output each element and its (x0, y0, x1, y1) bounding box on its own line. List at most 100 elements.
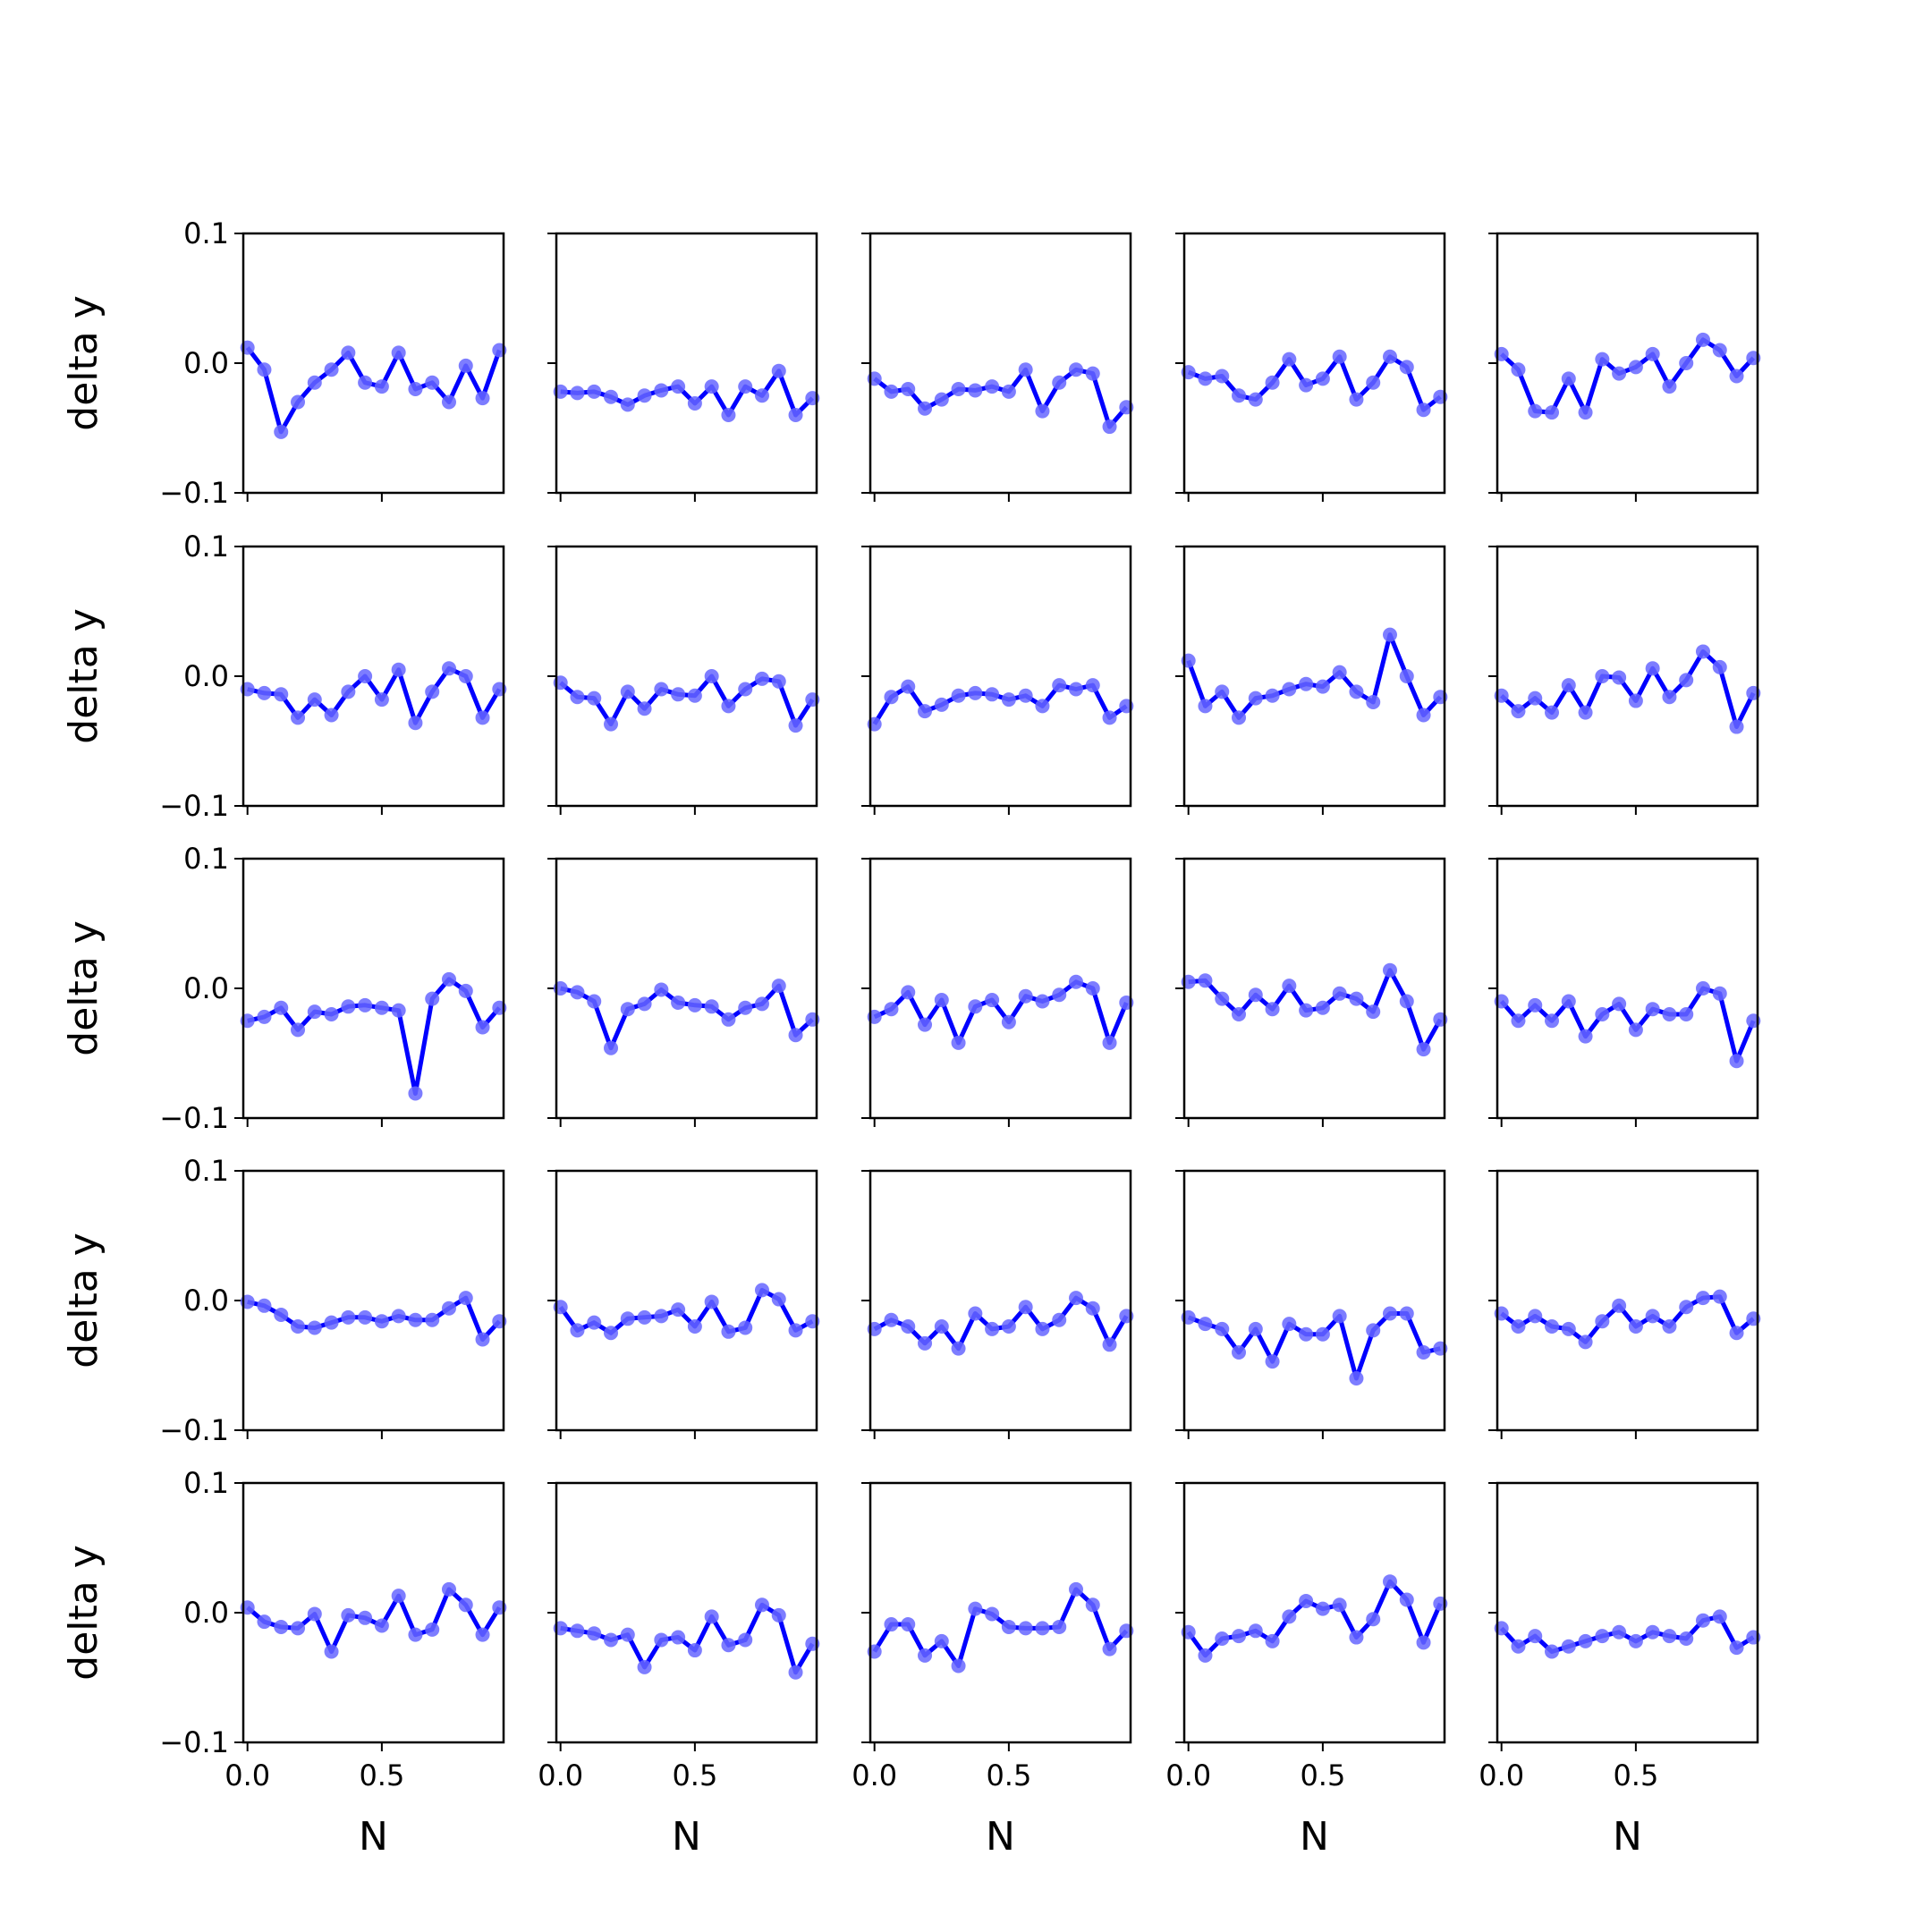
data-point (1712, 986, 1727, 1001)
series-line (1187, 1311, 1441, 1381)
data-point (391, 1003, 406, 1018)
series-line (247, 1295, 502, 1342)
data-point (1299, 1326, 1314, 1342)
subplot (1488, 857, 1761, 1127)
data-point (1595, 669, 1610, 683)
data-point (425, 1312, 440, 1327)
y-tick-label: 0.0 (183, 1596, 229, 1630)
data-point (1299, 377, 1314, 393)
data-point (918, 704, 933, 719)
subplot-frame (1496, 545, 1759, 808)
subplot: 0.0 0.5 N (538, 1481, 820, 1860)
subplot-frame (1182, 857, 1446, 1120)
data-point (687, 1319, 702, 1334)
data-point (985, 1321, 1000, 1336)
series-line (1187, 354, 1442, 412)
data-point (1232, 1629, 1247, 1644)
data-point (1052, 678, 1067, 693)
data-point (475, 1332, 490, 1347)
data-point (687, 688, 702, 703)
data-point (1085, 366, 1100, 381)
subplot-frame (1182, 1169, 1446, 1432)
series-line (872, 682, 1128, 725)
data-point (1198, 1317, 1213, 1332)
data-point (1545, 705, 1560, 720)
data-point (1001, 1319, 1016, 1334)
data-point (291, 394, 306, 410)
data-point (1215, 684, 1230, 699)
data-point (671, 1630, 686, 1645)
data-point (901, 985, 916, 1000)
data-point (1416, 1635, 1431, 1650)
data-point (654, 1309, 669, 1324)
x-axis-label: N (359, 1814, 388, 1860)
data-point (1315, 1601, 1330, 1616)
data-point (1679, 1007, 1694, 1021)
data-point (754, 388, 769, 403)
data-point (291, 710, 306, 725)
series-line (1500, 337, 1756, 415)
data-point (1102, 1641, 1117, 1657)
data-point (1315, 679, 1330, 694)
data-point (1282, 352, 1297, 367)
data-point (341, 684, 356, 699)
series-line (559, 674, 815, 728)
data-point (620, 684, 635, 699)
subplot-frame (1496, 232, 1759, 495)
data-point (1612, 366, 1627, 381)
data-point (1662, 1629, 1677, 1644)
data-point (1248, 1623, 1263, 1639)
y-tick-label: 0.1 (183, 1466, 229, 1500)
data-point (257, 685, 272, 700)
data-point (441, 971, 456, 987)
data-point (1332, 665, 1347, 680)
data-point (1265, 1354, 1280, 1369)
data-point (918, 401, 933, 416)
data-point (951, 1341, 966, 1356)
subplot-frame (1182, 232, 1446, 495)
data-point (704, 1294, 719, 1309)
data-point (441, 1581, 456, 1597)
subplot-frame (555, 545, 818, 808)
data-point (587, 691, 602, 706)
data-point (1198, 371, 1213, 386)
data-point (1399, 360, 1414, 375)
data-point (257, 1614, 272, 1630)
data-point (1366, 1004, 1381, 1020)
series-line (245, 346, 502, 435)
data-point (901, 679, 916, 694)
subplot-frame (555, 1481, 818, 1744)
data-point (1416, 708, 1431, 723)
y-tick-label: −0.1 (159, 476, 229, 510)
data-point (1628, 693, 1643, 708)
data-point (771, 674, 786, 689)
data-point (1102, 1035, 1117, 1050)
data-point (1102, 419, 1117, 435)
data-point (324, 1315, 339, 1330)
subplot-frame (242, 1481, 505, 1744)
data-point (637, 701, 652, 716)
data-point (934, 1319, 949, 1334)
data-point (307, 1606, 322, 1622)
data-point (1198, 699, 1213, 714)
y-tick-label: −0.1 (159, 789, 229, 823)
data-point (1366, 695, 1381, 709)
data-point (441, 394, 456, 410)
data-point (374, 379, 389, 394)
subplot (547, 232, 820, 502)
data-point (1035, 403, 1050, 419)
data-point (1561, 1639, 1576, 1654)
data-point (1511, 704, 1526, 719)
data-point (1695, 1613, 1710, 1628)
data-point (884, 1002, 899, 1017)
data-point (475, 1627, 490, 1642)
subplot (547, 1169, 820, 1439)
subplot (1488, 545, 1761, 815)
data-point (1215, 1631, 1230, 1646)
data-point (1035, 1621, 1050, 1636)
data-point (620, 1627, 635, 1642)
data-point (1612, 670, 1627, 685)
subplot: 0.0 0.5 N (1479, 1481, 1761, 1860)
subplot (1488, 232, 1761, 502)
data-point (604, 1632, 619, 1648)
